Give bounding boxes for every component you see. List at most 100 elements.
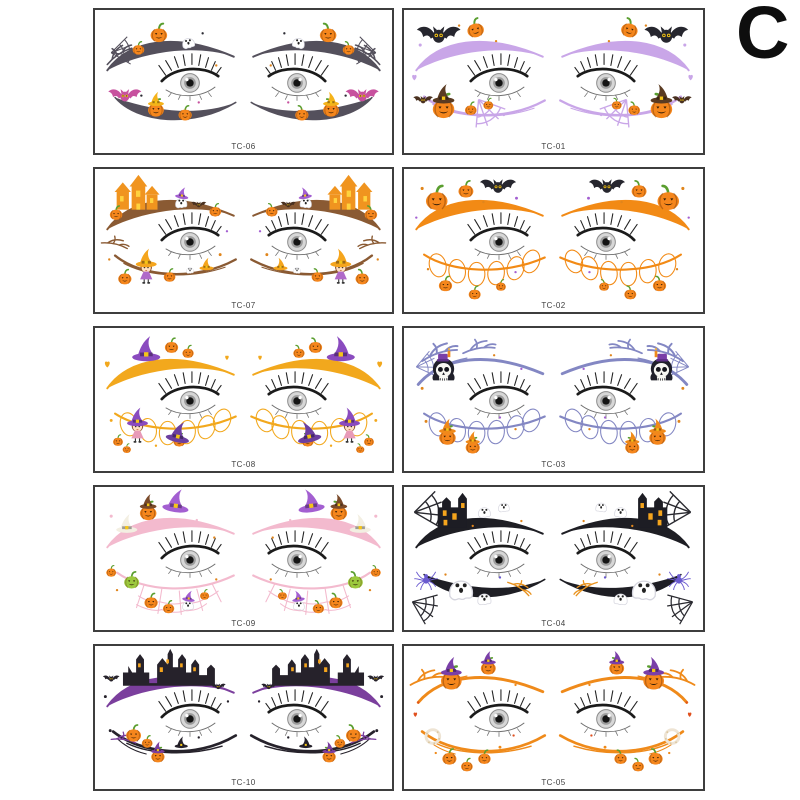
branch-icon xyxy=(421,342,459,363)
ghost-icon xyxy=(292,590,305,611)
right-eye-design xyxy=(250,336,383,454)
castle-icon xyxy=(327,174,373,210)
sparkle-dot xyxy=(590,734,593,737)
ghost-icon xyxy=(632,580,656,601)
sparkle-dot xyxy=(444,573,447,576)
tattoo-pair-art xyxy=(102,648,385,763)
sparkle-dot xyxy=(109,418,113,422)
pumpkin-icon xyxy=(178,104,192,121)
sparkle-dot xyxy=(681,186,685,191)
ghost-icon xyxy=(293,267,301,274)
spiderweb-icon xyxy=(667,594,694,625)
sparkle-dot xyxy=(644,24,648,27)
sparkle-dot xyxy=(287,736,290,739)
left-eye-design xyxy=(409,651,547,772)
sparkle-dot xyxy=(210,423,213,426)
sparkle-dot xyxy=(457,24,461,27)
pumpkin-icon xyxy=(609,651,625,675)
sparkle-dot xyxy=(289,518,292,522)
ghost-icon xyxy=(613,593,628,606)
pumpkin-icon xyxy=(643,656,665,690)
ghost-icon xyxy=(477,593,492,606)
variant-letter: C xyxy=(736,0,790,74)
under-eye-swoosh xyxy=(249,730,376,755)
pumpkin-icon xyxy=(293,344,305,358)
tattoo-pair-art xyxy=(415,179,690,300)
left-eye-design xyxy=(104,336,237,454)
pumpkin-icon xyxy=(364,205,378,220)
sparkle-dot xyxy=(420,386,424,390)
pumpkin-icon xyxy=(342,41,355,55)
haunted-castle-skyline-icon xyxy=(122,648,215,686)
sparkle-dot xyxy=(368,588,372,592)
heart-icon xyxy=(225,355,229,361)
bat-icon xyxy=(108,89,142,102)
pumpkin-icon xyxy=(478,749,491,764)
sticker-sheet-card: TC-05 xyxy=(402,644,705,791)
sparkle-dot xyxy=(520,367,523,371)
pumpkin-icon xyxy=(650,84,673,119)
pumpkin-icon xyxy=(657,184,680,210)
sparkle-dot xyxy=(213,536,216,539)
spiderweb-icon xyxy=(415,350,437,376)
ghost-icon xyxy=(478,507,491,518)
sparkle-dot xyxy=(103,695,107,699)
bat-icon xyxy=(672,96,692,104)
witch-hat-icon xyxy=(165,422,189,444)
pumpkin-icon xyxy=(364,434,374,446)
witch-hat-icon xyxy=(432,84,455,104)
sparkle-dot xyxy=(108,258,111,261)
sparkle-dot xyxy=(108,729,112,733)
sparkle-dot xyxy=(603,416,607,419)
brow-swoosh xyxy=(415,517,544,549)
sparkle-dot xyxy=(607,39,611,43)
witch-hat-icon xyxy=(609,651,625,665)
pumpkin-icon xyxy=(495,279,506,291)
pumpkin-icon xyxy=(648,748,663,765)
witch-hat-icon xyxy=(174,736,188,749)
wreath-icon xyxy=(424,728,442,745)
under-eye-swoosh xyxy=(250,254,374,276)
ghost-icon xyxy=(449,580,473,601)
pumpkin-icon xyxy=(611,97,622,110)
pumpkin-icon xyxy=(370,565,381,577)
pumpkin-icon xyxy=(442,748,457,765)
sparkle-dot xyxy=(515,196,518,200)
brow-swoosh xyxy=(561,40,690,72)
sparkle-dot xyxy=(140,94,143,97)
pumpkin-icon xyxy=(209,202,222,217)
tattoo-pair-art xyxy=(104,336,383,454)
sparkle-dot xyxy=(582,367,585,371)
eye-illustration xyxy=(265,371,329,419)
branch-icon xyxy=(100,235,130,250)
sparkle-dot xyxy=(154,444,158,447)
pumpkin-icon xyxy=(150,22,168,43)
witch-hat-icon xyxy=(298,422,322,444)
sparkle-dot xyxy=(658,573,661,576)
pumpkin-icon xyxy=(438,275,453,292)
brow-swoosh xyxy=(252,358,381,390)
sticker-sheet-card: TC-07 xyxy=(93,167,394,314)
pumpkin-icon xyxy=(162,599,175,614)
pumpkin-icon xyxy=(631,179,647,198)
bat-icon xyxy=(367,675,385,682)
left-eye-design xyxy=(106,22,237,121)
left-eye-design xyxy=(102,648,238,763)
brow-swoosh xyxy=(415,199,544,231)
sparkle-dot xyxy=(274,423,277,426)
sparkle-dot xyxy=(376,258,379,261)
eye-illustration xyxy=(467,689,531,737)
witch-hat-icon xyxy=(273,257,288,271)
sparkle-dot xyxy=(685,701,688,704)
pumpkin-icon xyxy=(480,651,496,675)
bat-icon xyxy=(102,675,120,682)
ghost-icon xyxy=(614,507,627,518)
pumpkin-icon xyxy=(163,268,176,282)
branch-icon xyxy=(646,342,684,363)
pumpkin-icon xyxy=(425,184,448,210)
witch-girl-icon xyxy=(135,248,157,284)
pumpkin-icon xyxy=(329,592,343,609)
right-eye-design xyxy=(559,179,690,300)
right-eye-design xyxy=(250,22,381,121)
pumpkin-icon xyxy=(652,275,667,292)
